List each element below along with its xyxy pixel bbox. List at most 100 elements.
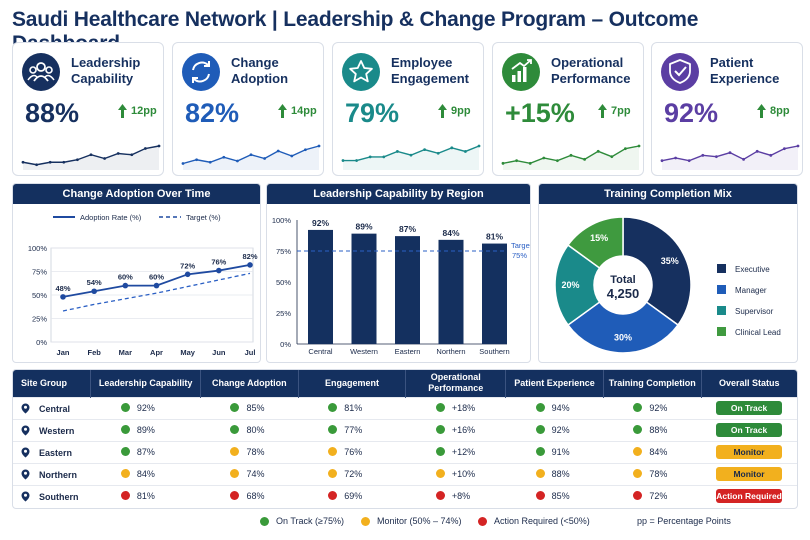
- status-dot-icon: [435, 425, 445, 434]
- sparkline-point: [144, 147, 147, 150]
- sparkline-point: [755, 149, 759, 153]
- location-pin-icon: [21, 491, 30, 502]
- metric-value: 81%: [136, 491, 155, 502]
- sparkline-point: [130, 153, 134, 157]
- status-dot-icon: [230, 447, 240, 456]
- kpi-value: 82%: [185, 98, 240, 128]
- metric-cell: 87%: [90, 440, 201, 463]
- adoption-data-label: 54%: [87, 278, 102, 287]
- adoption-point: [216, 267, 222, 274]
- site-table: Site Group Leadership Capability Change Ad…: [12, 369, 798, 509]
- x-tick-label: May: [180, 348, 195, 357]
- table-header-cell: Operational Performance: [405, 370, 507, 397]
- table-header-row: Site Group Leadership Capability Change Ad…: [13, 370, 797, 397]
- y-tick-label: 75%: [276, 247, 291, 256]
- kpi-card: Leadership Capability 88% 12pp: [12, 42, 164, 176]
- metric-value: 72%: [344, 469, 363, 479]
- site-cell: Northern: [13, 462, 91, 485]
- kpi-delta-value: 8pp: [770, 105, 790, 117]
- status-dot-icon: [535, 447, 545, 456]
- x-tick-label: Jan: [57, 348, 70, 357]
- metric-cell: 78%: [200, 440, 299, 463]
- sparkline-point: [728, 151, 732, 155]
- y-tick-label: 25%: [32, 315, 47, 324]
- metric-value: 94%: [551, 403, 570, 413]
- sparkline-area: [343, 146, 479, 170]
- y-tick-label: 0%: [280, 340, 291, 349]
- kpi-card: Operational Performance +15% 7pp: [492, 42, 644, 176]
- metric-cell: 85%: [505, 484, 604, 507]
- table-header-cell: Change Adoption: [200, 370, 299, 397]
- status-cell: Monitor: [701, 462, 797, 485]
- sparkline-point: [464, 150, 467, 153]
- sparkline-point: [208, 160, 212, 164]
- kpi-delta: 9pp: [437, 103, 471, 119]
- sparkline-point: [583, 157, 586, 161]
- shield-check-icon: [661, 53, 699, 91]
- sparkline-point: [263, 157, 266, 160]
- metric-value: 78%: [246, 447, 265, 457]
- status-dot-icon: [230, 469, 240, 478]
- kpi-value: 92%: [664, 98, 719, 128]
- metric-cell: 94%: [505, 396, 604, 419]
- kpi-delta-value: 12pp: [131, 105, 157, 117]
- status-dot-icon: [120, 447, 130, 456]
- sparkline-point: [610, 155, 614, 159]
- adoption-data-label: 60%: [149, 273, 164, 282]
- y-tick-label: 75%: [32, 268, 47, 277]
- location-pin-icon: [21, 469, 30, 479]
- sparkline-point: [624, 147, 627, 151]
- status-cell: Action Required: [701, 484, 797, 507]
- status-badge: On Track: [716, 401, 783, 415]
- bar-data-label: 84%: [442, 228, 459, 238]
- region-bar-chart: 0% 25% 50% 75% 100% 92% Central 89% Western 87% Ea…: [272, 216, 530, 356]
- metric-cell: +10%: [405, 462, 506, 485]
- status-dot-icon: [535, 469, 545, 478]
- table-header-cell: Overall Status: [701, 370, 797, 397]
- metric-cell: 78%: [603, 462, 702, 485]
- metric-cell: 92%: [90, 396, 201, 419]
- target-value-label: 75%: [512, 251, 527, 260]
- status-dot-icon: [328, 491, 338, 501]
- metric-cell: 72%: [603, 484, 702, 507]
- site-name: Eastern: [39, 447, 73, 458]
- sparkline-point: [89, 153, 93, 157]
- arrow-up-icon: [118, 104, 127, 118]
- star-icon: [342, 53, 380, 91]
- sparkline-point: [542, 156, 546, 160]
- region-panel-title: Leadership Capability by Region: [267, 184, 530, 204]
- metric-cell: +18%: [405, 396, 506, 419]
- pie-slice-label: 20%: [561, 280, 579, 290]
- metric-cell: 84%: [90, 462, 201, 485]
- pie-center: [594, 256, 652, 314]
- status-badge: Monitor: [716, 467, 783, 481]
- y-tick-label: 50%: [276, 278, 291, 287]
- kpi-delta: 8pp: [756, 103, 790, 119]
- metric-value: 77%: [344, 425, 363, 435]
- table-row: Northern 84% 74% 72% +10% 88% 78% Monitor: [13, 462, 797, 485]
- arrow-up-icon: [598, 104, 607, 118]
- adoption-point: [60, 294, 66, 300]
- metric-cell: 88%: [505, 462, 604, 485]
- legend-on-track: On Track (≥75%): [260, 516, 344, 526]
- sparkline-point: [701, 153, 705, 157]
- metric-value: +16%: [451, 425, 476, 435]
- sparkline-area: [662, 146, 798, 170]
- region-bar: [482, 243, 507, 344]
- sparkline-point: [409, 153, 413, 157]
- metric-value: 88%: [551, 469, 570, 479]
- status-cell: On Track: [701, 396, 797, 419]
- green-dot-icon: [260, 516, 269, 526]
- region-bar: [308, 229, 333, 344]
- kpi-delta-value: 7pp: [611, 105, 631, 117]
- metric-value: 78%: [649, 469, 668, 479]
- sparkline-point: [423, 148, 426, 152]
- metric-cell: 81%: [90, 484, 201, 507]
- adoption-point: [247, 262, 253, 268]
- bar-category-label: Western: [350, 347, 378, 356]
- sparkline-point: [157, 144, 161, 148]
- sparkline-point: [687, 159, 691, 163]
- metric-cell: 69%: [298, 484, 406, 507]
- kpi-label: Patient Experience: [710, 55, 780, 86]
- kpi-delta-value: 9pp: [451, 105, 471, 117]
